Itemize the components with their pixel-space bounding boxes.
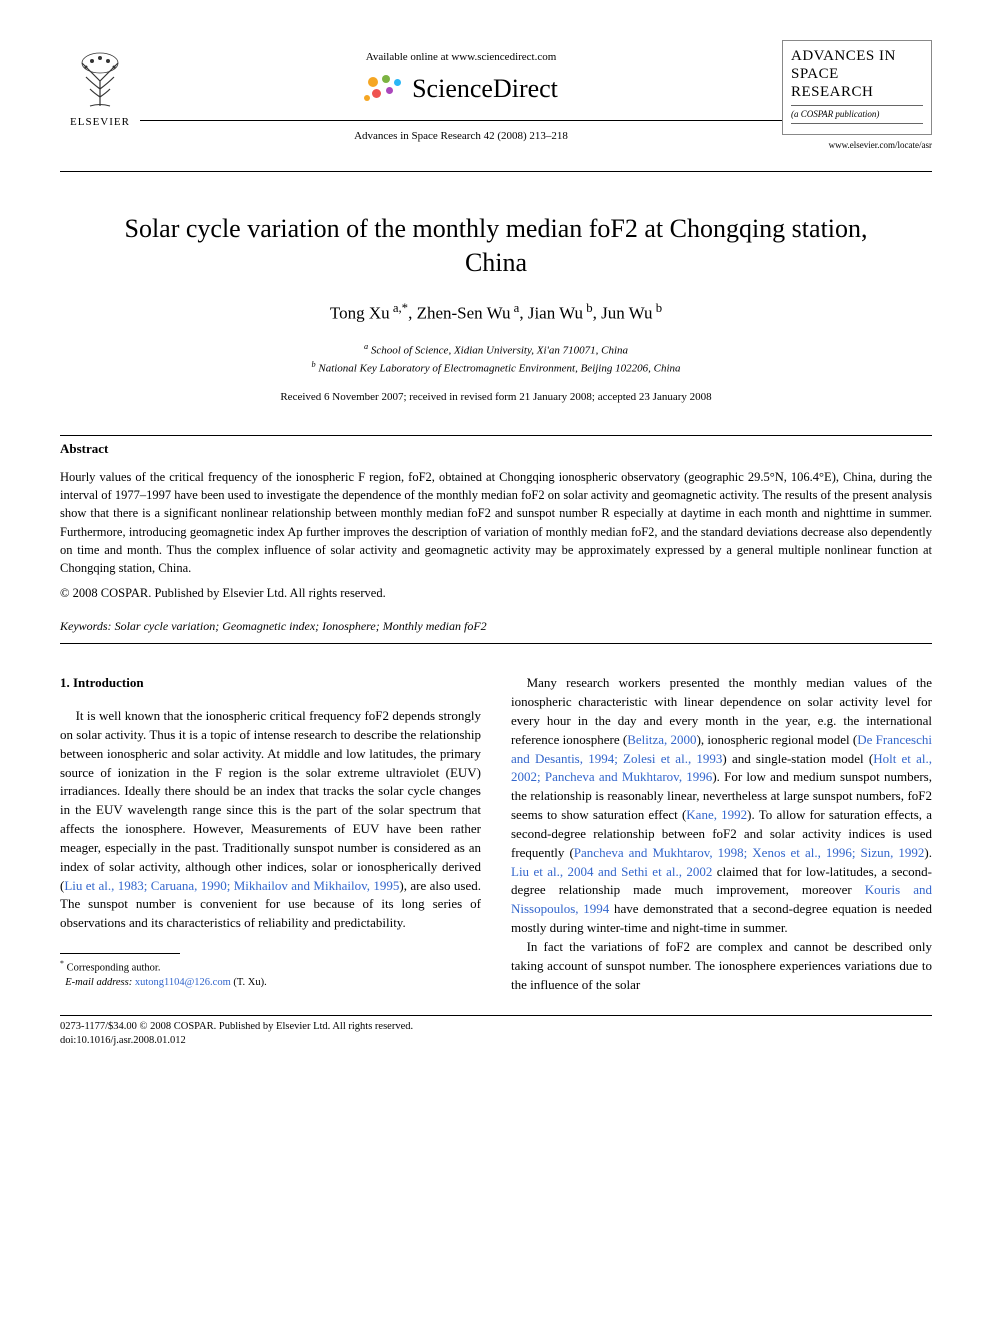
intro-p3: In fact the variations of foF2 are compl… xyxy=(511,938,932,995)
citation-link[interactable]: Liu et al., 2004 and Sethi et al., 2002 xyxy=(511,864,712,879)
journal-box: ADVANCES IN SPACE RESEARCH (a COSPAR pub… xyxy=(782,40,932,135)
right-column: Many research workers presented the mont… xyxy=(511,674,932,994)
journal-subtitle: (a COSPAR publication) xyxy=(791,105,923,124)
elsevier-logo: ELSEVIER xyxy=(60,40,140,130)
intro-p1: It is well known that the ionospheric cr… xyxy=(60,707,481,933)
journal-name: ADVANCES IN SPACE RESEARCH xyxy=(791,47,923,101)
center-header: Available online at www.sciencedirect.co… xyxy=(140,40,782,144)
abstract-copyright: © 2008 COSPAR. Published by Elsevier Ltd… xyxy=(60,585,932,603)
article-dates: Received 6 November 2007; received in re… xyxy=(60,390,932,405)
journal-url: www.elsevier.com/locate/asr xyxy=(782,139,932,152)
section-heading-intro: 1. Introduction xyxy=(60,674,481,693)
abstract-heading: Abstract xyxy=(60,440,932,458)
footnote-rule xyxy=(60,953,180,954)
citation-link[interactable]: Liu et al., 1983; Caruana, 1990; Mikhail… xyxy=(64,878,399,893)
available-online-text: Available online at www.sciencedirect.co… xyxy=(140,50,782,65)
footer: 0273-1177/$34.00 © 2008 COSPAR. Publishe… xyxy=(60,1020,932,1049)
elsevier-tree-icon xyxy=(70,51,130,111)
sciencedirect-text: ScienceDirect xyxy=(412,71,558,107)
email-link[interactable]: xutong1104@126.com xyxy=(135,977,231,988)
journal-reference: Advances in Space Research 42 (2008) 213… xyxy=(140,129,782,144)
citation-link[interactable]: Pancheva and Mukhtarov, 1998; Xenos et a… xyxy=(574,845,925,860)
elsevier-label: ELSEVIER xyxy=(70,115,130,130)
left-column: 1. Introduction It is well known that th… xyxy=(60,674,481,994)
article-title: Solar cycle variation of the monthly med… xyxy=(100,212,892,280)
body-columns: 1. Introduction It is well known that th… xyxy=(60,674,932,994)
keywords-label: Keywords: xyxy=(60,619,112,633)
authors: Tong Xu a,*, Zhen-Sen Wu a, Jian Wu b, J… xyxy=(60,300,932,325)
citation-link[interactable]: Kane, 1992 xyxy=(686,807,747,822)
corresponding-author-footnote: * Corresponding author. E-mail address: … xyxy=(60,958,481,991)
intro-p2: Many research workers presented the mont… xyxy=(511,674,932,938)
abstract-body: Hourly values of the critical frequency … xyxy=(60,468,932,577)
footer-rule xyxy=(60,1015,932,1016)
journal-sidebar: ADVANCES IN SPACE RESEARCH (a COSPAR pub… xyxy=(782,40,932,151)
header-row: ELSEVIER Available online at www.science… xyxy=(60,40,932,151)
keywords: Keywords: Solar cycle variation; Geomagn… xyxy=(60,618,932,635)
citation-link[interactable]: Belitza, 2000 xyxy=(627,732,696,747)
keywords-text: Solar cycle variation; Geomagnetic index… xyxy=(115,619,487,633)
sciencedirect-logo: ScienceDirect xyxy=(140,71,782,107)
affiliations: a School of Science, Xidian University, … xyxy=(60,341,932,377)
sciencedirect-icon xyxy=(364,75,404,105)
